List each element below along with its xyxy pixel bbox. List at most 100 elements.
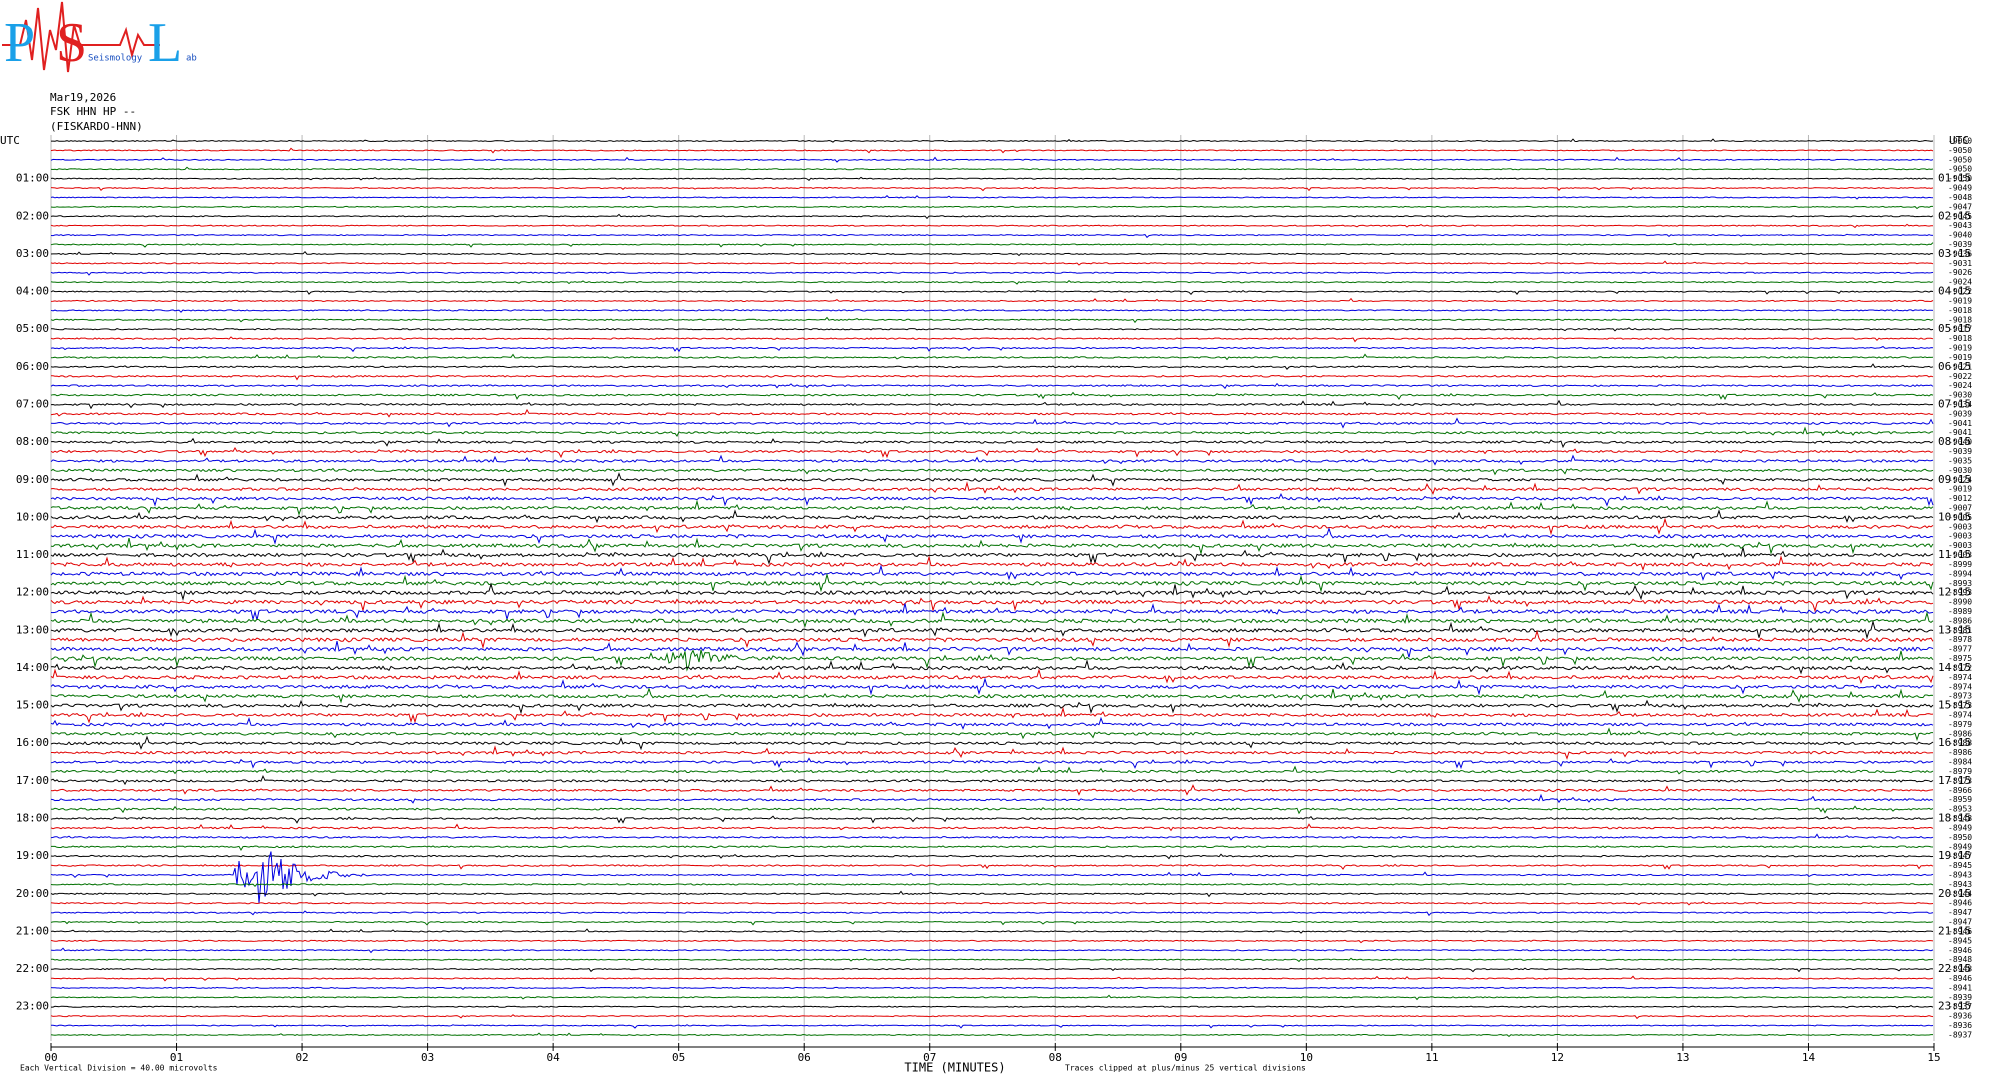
offset-label: -8943 [1948, 880, 1972, 889]
logo-word: ab [186, 54, 197, 64]
x-tick-label: 08 [1049, 1051, 1062, 1064]
right-time-label: 15:15 [1938, 699, 1971, 712]
trace [50, 784, 1934, 796]
offset-label: -9036 [1948, 249, 1972, 258]
offset-label: -8981 [1948, 626, 1972, 635]
offset-label: -9040 [1948, 438, 1972, 447]
offset-label: -8974 [1948, 711, 1972, 720]
x-title: TIME (MINUTES) [904, 1061, 1005, 1075]
offset-label: -9022 [1948, 372, 1972, 381]
trace [50, 242, 1934, 248]
trace [50, 975, 1934, 982]
x-tick-label: 12 [1551, 1051, 1564, 1064]
offset-label: -9003 [1948, 541, 1972, 550]
trace [51, 745, 1933, 760]
x-tick-label: 11 [1425, 1051, 1438, 1064]
logo-s: S [56, 12, 87, 74]
offset-label: -8993 [1948, 588, 1972, 597]
left-time-label: 23:00 [16, 1000, 49, 1013]
x-tick-label: 15 [1927, 1051, 1940, 1064]
trace [50, 629, 1934, 650]
left-time-label: 11:00 [16, 548, 49, 561]
offset-label: -8986 [1948, 729, 1972, 738]
trace [50, 537, 1934, 556]
trace [50, 353, 1934, 361]
trace [50, 619, 1934, 640]
trace [50, 509, 1934, 524]
trace [50, 716, 1934, 730]
trace [50, 289, 1934, 296]
trace [50, 316, 1934, 324]
trace [50, 851, 1934, 904]
trace [50, 454, 1934, 466]
trace [50, 994, 1934, 1001]
offset-label: -9035 [1948, 456, 1972, 465]
offset-label: -8941 [1948, 983, 1972, 992]
trace [50, 195, 1934, 200]
x-tick-label: 03 [421, 1051, 434, 1064]
trace [50, 910, 1934, 917]
offset-label: -8949 [1948, 823, 1972, 832]
offset-label: -8936 [1948, 1021, 1972, 1030]
trace [50, 659, 1934, 675]
right-time-label: 03:15 [1938, 247, 1971, 260]
trace [50, 391, 1934, 401]
left-time-label: 03:00 [16, 247, 49, 260]
right-time-label: 22:15 [1938, 962, 1971, 975]
right-time-label: 10:15 [1938, 510, 1971, 523]
trace [50, 668, 1934, 685]
trace [50, 280, 1934, 285]
offset-label: -8948 [1948, 955, 1972, 964]
traces [50, 138, 1934, 1038]
left-time-label: 10:00 [16, 510, 49, 523]
offset-label: -9039 [1948, 409, 1972, 418]
trace [51, 1024, 1934, 1029]
trace [51, 1005, 1934, 1009]
x-tick-label: 06 [798, 1051, 811, 1064]
offset-label: -8946 [1948, 974, 1972, 983]
trace [50, 595, 1934, 613]
offset-label: -9018 [1948, 315, 1972, 324]
trace [50, 156, 1934, 163]
offset-label: -9039 [1948, 240, 1972, 249]
left-time-label: 21:00 [16, 924, 49, 937]
date: Mar19,2026 [50, 91, 116, 104]
trace [50, 493, 1934, 507]
offset-label: -8947 [1948, 908, 1972, 917]
offset-label: -8979 [1948, 767, 1972, 776]
trace [50, 166, 1934, 171]
offset-label: -9026 [1948, 268, 1972, 277]
offset-label: -8986 [1948, 616, 1972, 625]
offset-label: -9043 [1948, 221, 1972, 230]
offset-label: -9024 [1948, 475, 1972, 484]
offset-label: -8936 [1948, 1012, 1972, 1021]
offset-label: -9024 [1948, 278, 1972, 287]
trace [51, 845, 1934, 852]
right-time-label: 07:15 [1938, 397, 1971, 410]
trace [50, 408, 1934, 418]
offset-label: -8973 [1948, 701, 1972, 710]
station: FSK HHN HP -- [50, 105, 136, 118]
offset-label: -8972 [1948, 663, 1972, 672]
offset-label: -9005 [1948, 513, 1972, 522]
trace [50, 447, 1934, 459]
offset-label: -8994 [1948, 569, 1972, 578]
offset-label: -9007 [1948, 503, 1972, 512]
right-time-label: 05:15 [1938, 322, 1971, 335]
offset-label: -9030 [1948, 391, 1972, 400]
trace [50, 947, 1934, 954]
offset-label: -8937 [1948, 1002, 1972, 1011]
offset-label: -9024 [1948, 381, 1972, 390]
offset-label: -9018 [1948, 306, 1972, 315]
offset-label: -8973 [1948, 776, 1972, 785]
offset-label: -8959 [1948, 795, 1972, 804]
trace [50, 426, 1934, 437]
offset-label: -9003 [1948, 522, 1972, 531]
left-time-label: 14:00 [16, 661, 49, 674]
x-tick-label: 07 [923, 1051, 936, 1064]
offset-label: -9050 [1948, 137, 1972, 146]
offset-label: -9031 [1948, 259, 1972, 268]
offset-label: -8946 [1948, 946, 1972, 955]
offset-label: -8945 [1948, 861, 1972, 870]
x-tick-label: 02 [295, 1051, 308, 1064]
